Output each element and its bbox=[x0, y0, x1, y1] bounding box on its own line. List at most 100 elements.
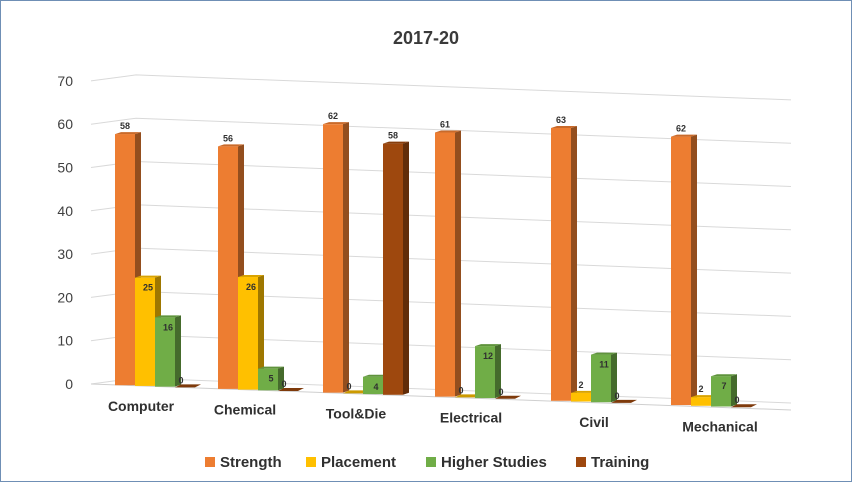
bar-zero bbox=[278, 388, 304, 392]
bar-top bbox=[383, 141, 409, 144]
x-axis-ticks: Computer Chemical Tool&Die Electrical Civil M… bbox=[108, 398, 758, 435]
legend-item-strength: Strength bbox=[205, 454, 282, 471]
bar-placement bbox=[455, 394, 481, 398]
bar-front bbox=[711, 376, 731, 407]
y-tick-label: 40 bbox=[57, 203, 73, 219]
data-label: 0 bbox=[281, 379, 286, 389]
data-label: 7 bbox=[721, 381, 726, 391]
bar-strength bbox=[671, 134, 697, 406]
bar-top bbox=[475, 344, 501, 347]
bar-strength bbox=[323, 122, 349, 393]
legend-swatch bbox=[426, 457, 436, 467]
floor-line bbox=[90, 383, 792, 411]
x-tick-label: Civil bbox=[579, 414, 609, 430]
bar-zero bbox=[175, 384, 201, 388]
y-tick-label: 30 bbox=[57, 246, 73, 262]
bar-training bbox=[495, 395, 521, 399]
data-label: 0 bbox=[734, 395, 739, 405]
bar-front bbox=[323, 124, 343, 393]
bar-side bbox=[278, 366, 284, 391]
data-label: 0 bbox=[498, 387, 503, 397]
bar-front bbox=[551, 127, 571, 401]
bar-placement bbox=[238, 275, 264, 390]
bar-zero bbox=[731, 404, 757, 408]
bar-side bbox=[611, 352, 617, 403]
bar-top bbox=[155, 315, 181, 318]
x-tick-label: Computer bbox=[108, 398, 175, 414]
data-label: 26 bbox=[246, 282, 256, 292]
bar-training bbox=[383, 141, 409, 395]
bar-front bbox=[691, 397, 711, 406]
bar-top bbox=[591, 352, 617, 355]
legend-swatch bbox=[205, 457, 215, 467]
bar-top bbox=[551, 125, 577, 128]
bar-side bbox=[343, 122, 349, 393]
bar-top bbox=[571, 390, 597, 393]
data-label: 63 bbox=[556, 115, 566, 125]
y-tick-label: 10 bbox=[57, 333, 73, 349]
bar-side bbox=[495, 344, 501, 399]
bar-top bbox=[135, 275, 161, 278]
bar-top bbox=[218, 144, 244, 147]
legend: Strength Placement Higher Studies Training bbox=[205, 454, 649, 471]
data-label: 12 bbox=[483, 351, 493, 361]
data-label: 62 bbox=[328, 111, 338, 121]
data-label: 0 bbox=[346, 381, 351, 391]
bar-side bbox=[571, 125, 577, 401]
bar-training bbox=[175, 384, 201, 388]
bar-front bbox=[135, 277, 155, 386]
data-label: 0 bbox=[458, 385, 463, 395]
bar-training bbox=[731, 404, 757, 408]
bar-side bbox=[455, 130, 461, 397]
bar-front bbox=[363, 376, 383, 395]
data-label: 58 bbox=[388, 131, 398, 141]
bar-front bbox=[383, 143, 403, 395]
data-label: 4 bbox=[373, 382, 378, 392]
data-label: 0 bbox=[178, 375, 183, 385]
legend-label: Strength bbox=[220, 454, 282, 471]
bar-front bbox=[218, 146, 238, 389]
bar-front bbox=[591, 354, 611, 403]
data-label: 61 bbox=[440, 120, 450, 130]
x-tick-label: Mechanical bbox=[682, 418, 757, 434]
bar-front bbox=[238, 277, 258, 390]
bar-top bbox=[258, 366, 284, 369]
bar-zero bbox=[495, 395, 521, 399]
bar-top bbox=[691, 395, 717, 398]
data-label: 56 bbox=[223, 133, 233, 143]
bar-side bbox=[175, 315, 181, 387]
bar-front bbox=[115, 134, 135, 386]
legend-item-training: Training bbox=[576, 454, 649, 471]
legend-swatch bbox=[576, 457, 586, 467]
x-tick-label: Electrical bbox=[440, 410, 502, 426]
y-tick-label: 0 bbox=[65, 376, 73, 392]
gridline bbox=[90, 74, 792, 101]
legend-item-placement: Placement bbox=[306, 454, 396, 471]
bar-front bbox=[258, 368, 278, 391]
data-label: 58 bbox=[120, 121, 130, 131]
x-tick-label: Chemical bbox=[214, 402, 276, 418]
bar-top bbox=[711, 374, 737, 377]
bar-zero bbox=[455, 394, 481, 398]
bar-front bbox=[571, 392, 591, 402]
bar-top bbox=[115, 132, 141, 135]
bar-side bbox=[731, 374, 737, 407]
bar-higher-studies bbox=[591, 352, 617, 403]
data-label: 25 bbox=[143, 283, 153, 293]
bar-placement bbox=[343, 390, 369, 394]
bar-higher-studies bbox=[155, 315, 181, 387]
y-tick-label: 50 bbox=[57, 160, 73, 176]
bar-front bbox=[435, 132, 455, 397]
bar-top bbox=[323, 122, 349, 125]
bar-top bbox=[363, 374, 389, 377]
bar-side bbox=[258, 275, 264, 390]
bar-zero bbox=[611, 399, 637, 403]
x-tick-label: Tool&Die bbox=[326, 405, 387, 421]
bar-front bbox=[475, 346, 495, 399]
bar-strength bbox=[435, 130, 461, 397]
bar-higher-studies bbox=[258, 366, 284, 391]
chart-title: 2017-20 bbox=[393, 28, 459, 48]
legend-label: Higher Studies bbox=[441, 454, 547, 471]
